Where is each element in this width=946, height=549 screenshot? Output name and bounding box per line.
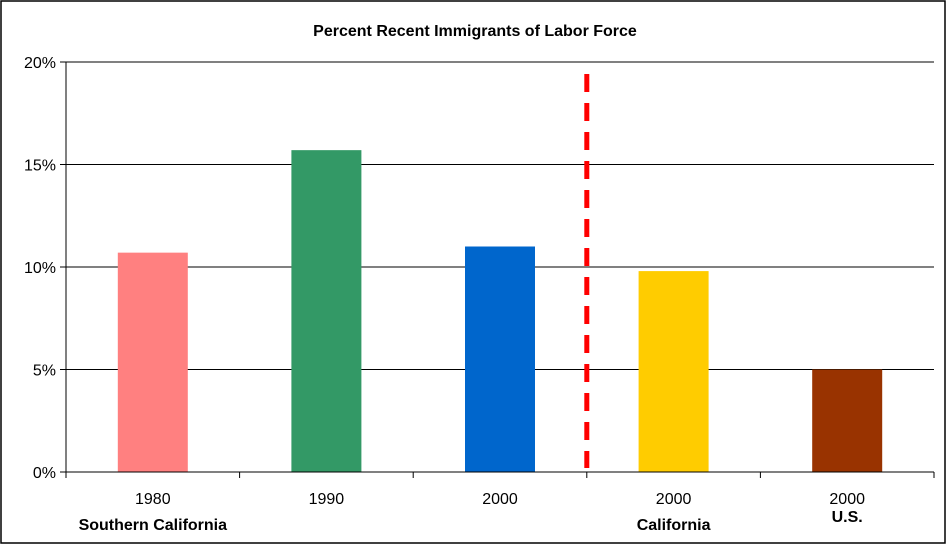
x-tick-label: 1990 — [309, 491, 345, 508]
x-tick-label: 2000 — [482, 491, 518, 508]
bar-2000-3 — [638, 271, 709, 472]
y-tick-label: 0% — [33, 465, 56, 482]
x-tick-label: 1980 — [135, 491, 171, 508]
x-tick-label: 2000 — [829, 491, 865, 508]
y-tick-label: 15% — [24, 158, 56, 175]
y-tick-label: 5% — [33, 363, 56, 380]
y-tick-label: 20% — [24, 55, 56, 72]
bars — [117, 74, 883, 472]
group-label: California — [637, 517, 711, 534]
bar-1990-1 — [291, 150, 362, 472]
bar-2000-2 — [465, 246, 535, 472]
labels: 0% 5% 10% 15% 20% 1980 1990 2000 2000 2000 Souther… — [24, 55, 865, 534]
chart-title: Percent Recent Immigrants of Labor Force — [313, 23, 637, 40]
axes — [60, 61, 935, 478]
group-label: U.S. — [832, 509, 863, 526]
bar-1980-0 — [117, 252, 188, 472]
bar-2000-4 — [812, 369, 883, 472]
y-tick-label: 10% — [24, 260, 56, 277]
x-tick-label: 2000 — [656, 491, 692, 508]
group-label: Southern California — [79, 517, 228, 534]
